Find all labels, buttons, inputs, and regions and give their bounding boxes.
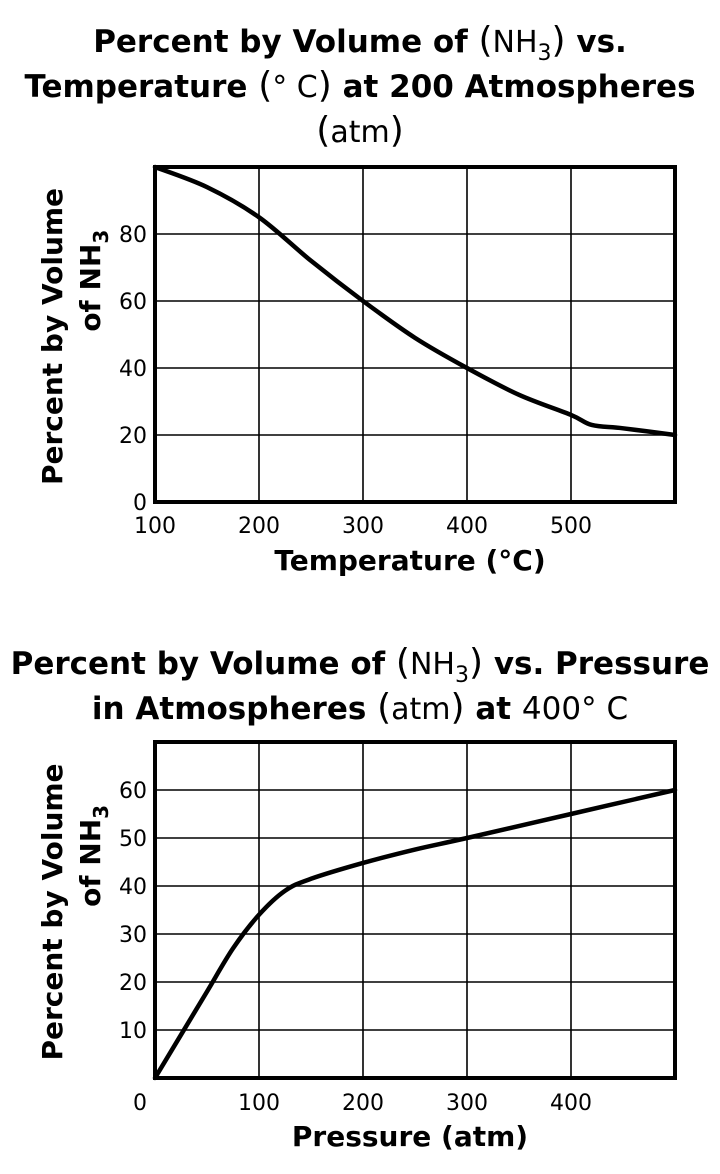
chart2-x-axis-label: Pressure (atm) (292, 1120, 528, 1153)
chart1-y-tick-label: 60 (119, 290, 147, 315)
chart1-y-tick-label: 80 (119, 223, 147, 248)
chart2-y-tick-label: 20 (119, 971, 147, 996)
chart2-series-line (152, 787, 678, 1081)
chart2-y-tick-label: 10 (119, 1019, 147, 1044)
chart1-y-tick-label: 20 (119, 424, 147, 449)
chart2-x-tick-label: 300 (446, 1091, 488, 1116)
chart2-y-tick-label: 40 (119, 875, 147, 900)
chart1-y-axis-label-line2: of NH3 (74, 230, 113, 332)
chart1-title-line2: Temperature (° C) at 200 Atmospheres (24, 65, 696, 106)
chart1-x-tick-label: 400 (446, 514, 488, 539)
chart1-x-tick-label: 500 (550, 514, 592, 539)
chart2-y-axis-label-sub: 3 (89, 805, 113, 819)
chart1-y-tick-label: 0 (133, 491, 147, 516)
chart1-x-tick-label: 300 (342, 514, 384, 539)
chart2-y-axis-label-base: of NH (74, 819, 107, 907)
chart2-x-tick-label: 100 (238, 1091, 280, 1116)
chart2-y-axis-label-line2: of NH3 (74, 805, 113, 907)
chart2-y-tick-label: 30 (119, 923, 147, 948)
chart1-frame (153, 165, 677, 504)
chart1-y-axis-label-base: of NH (74, 244, 107, 332)
chart2-x-tick-label: 400 (550, 1091, 592, 1116)
chart1-y-axis-label-line1: Percent by Volume (36, 188, 69, 485)
chart1-y-axis-label-sub: 3 (89, 230, 113, 244)
chart2-x-tick-label: 200 (342, 1091, 384, 1116)
chart2-x-tick-label: 0 (133, 1091, 147, 1116)
chart1-y-tick-label: 40 (119, 357, 147, 382)
chart2-title-line2: in Atmospheres (atm) at 400° C (91, 687, 629, 728)
chart2-y-tick-label: 50 (119, 827, 147, 852)
chart1-title-line3: (atm) (316, 110, 404, 151)
chart1-title: Percent by Volume of (NH3) vs. Temperatu… (0, 18, 720, 153)
chart1-x-tick-label: 100 (134, 514, 176, 539)
chart2-y-axis-label-line1: Percent by Volume (36, 763, 69, 1060)
chart1-x-tick-label: 200 (238, 514, 280, 539)
chart2-frame (153, 740, 677, 1080)
chart1-series-line (152, 164, 678, 438)
chart1-title-line1: Percent by Volume of (NH3) vs. (93, 20, 627, 66)
chart2-title-line1: Percent by Volume of (NH3) vs. Pressure (10, 642, 710, 688)
chart2-y-tick-label: 60 (119, 779, 147, 804)
chart2-title: Percent by Volume of (NH3) vs. Pressure … (0, 640, 720, 730)
chart1-x-axis-label: Temperature (°C) (274, 544, 545, 577)
